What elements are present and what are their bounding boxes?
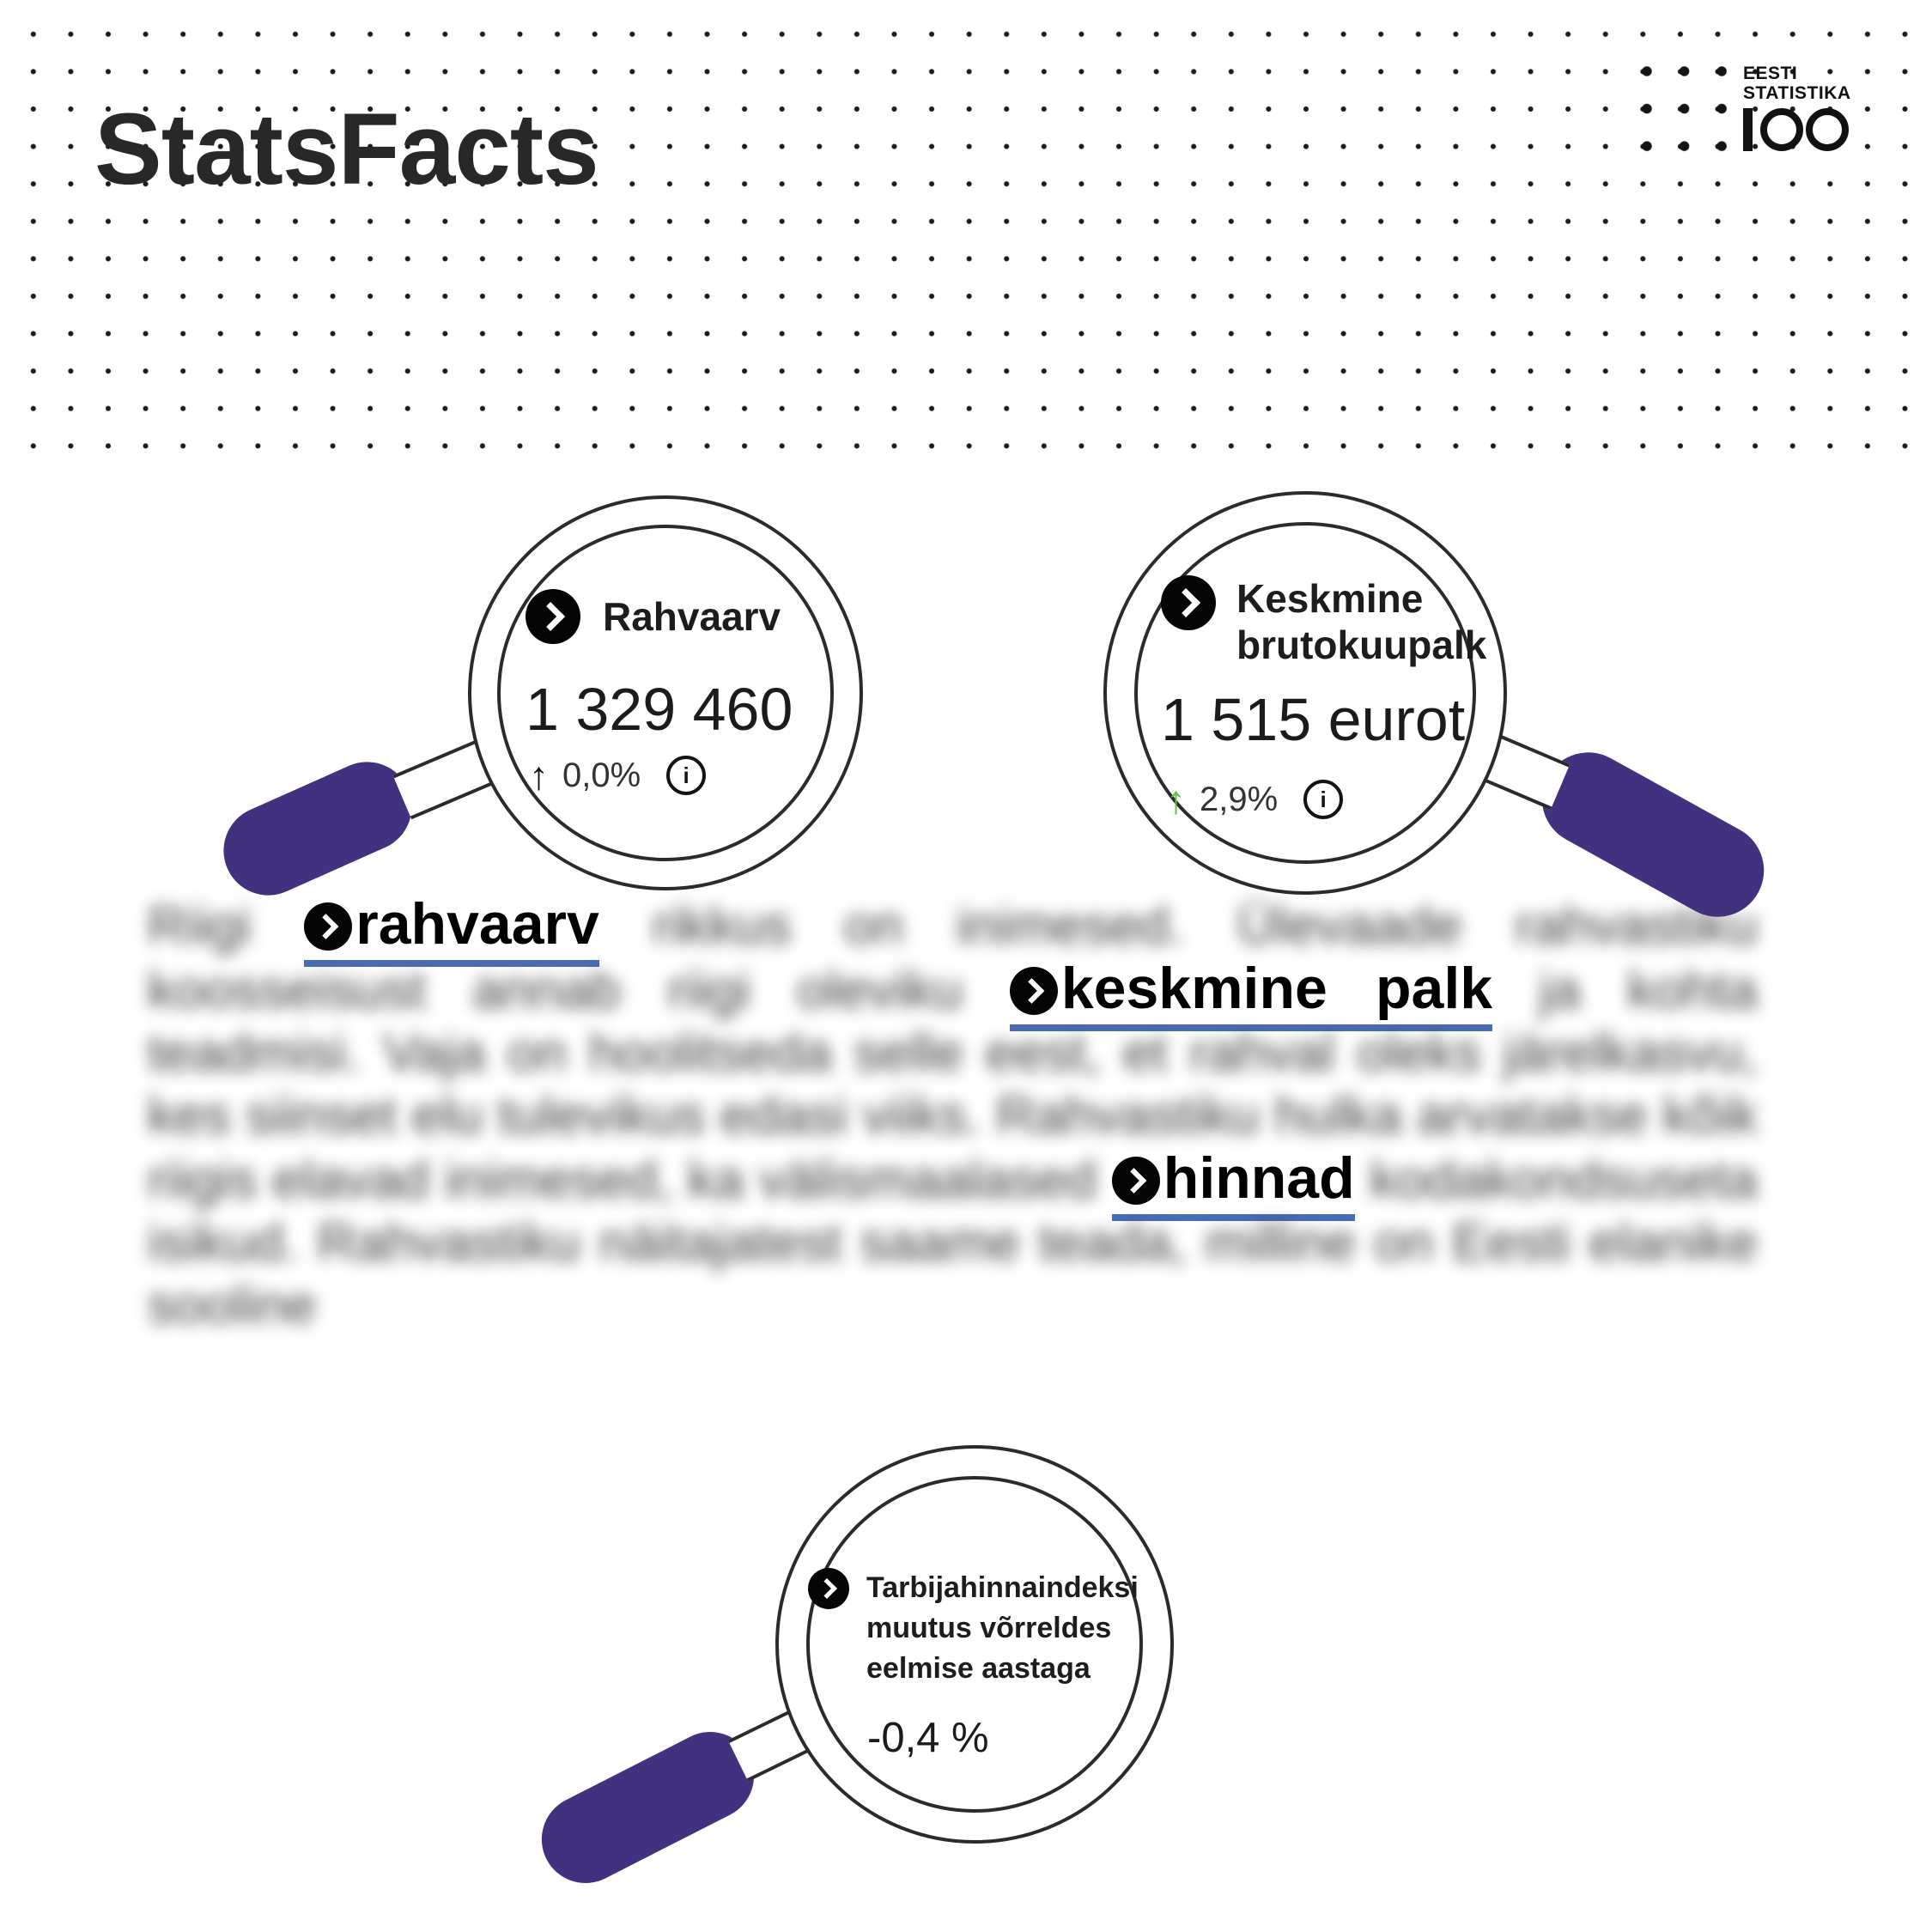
link-label: rahvaarv bbox=[355, 891, 599, 957]
link-keskmine-palk[interactable]: keskmine palk bbox=[1009, 956, 1493, 1031]
logo-word-statistika: STATISTIKA bbox=[1743, 83, 1851, 103]
chevron-right-circle-icon bbox=[1111, 1157, 1160, 1205]
blurred-text: Riigi bbox=[148, 896, 305, 956]
chevron-right-circle-icon bbox=[808, 1568, 849, 1609]
stat-population-delta: ↑ 0,0% i bbox=[529, 753, 707, 798]
up-arrow-icon: ↑ bbox=[529, 753, 549, 798]
link-hinnad[interactable]: hinnad bbox=[1111, 1145, 1355, 1221]
intro-paragraph: Riigi rahvaarv rikkus on inimesed. Üleva… bbox=[148, 891, 1758, 1337]
stat-label: Rahvaarv bbox=[603, 594, 781, 639]
stat-salary-link[interactable]: Keskmine brutokuupalk bbox=[1161, 575, 1494, 668]
link-rahvaarv[interactable]: rahvaarv bbox=[304, 891, 599, 967]
chevron-right-circle-icon bbox=[526, 589, 580, 644]
stat-salary-value: 1 515 eurot bbox=[1161, 686, 1466, 753]
logo-digit-one-bar bbox=[1743, 108, 1753, 151]
logo-accent-dots bbox=[1628, 52, 1743, 167]
stat-label: Keskmine brutokuupalk bbox=[1236, 576, 1487, 667]
chevron-right-circle-icon bbox=[1009, 967, 1058, 1015]
chevron-right-circle-icon bbox=[1161, 575, 1216, 630]
blurred-text: rikkus on inimesed. Ülevaade rahvastiku … bbox=[148, 896, 1758, 1020]
up-arrow-icon: ↑ bbox=[1166, 777, 1186, 822]
logo-wordmark: EESTI STATISTIKA bbox=[1743, 64, 1851, 103]
lens-inner-ring bbox=[806, 1476, 1143, 1813]
dot-grid-background bbox=[0, 0, 1932, 468]
stat-label: Tarbijahinnaindeksi muutus võrreldes eel… bbox=[866, 1571, 1139, 1685]
blurred-text: ja kohta teadmisi. Vaja on hoolitseda se… bbox=[148, 961, 1758, 1210]
link-label: hinnad bbox=[1163, 1145, 1355, 1211]
delta-value: 2,9% bbox=[1200, 780, 1279, 818]
stat-cpi-value: -0,4 % bbox=[867, 1715, 989, 1761]
blurred-text: kodakondsuseta isikud. Rahvastiku näitaj… bbox=[148, 1151, 1758, 1335]
logo-word-eesti: EESTI bbox=[1743, 64, 1798, 83]
stat-population-value: 1 329 460 bbox=[526, 676, 793, 743]
delta-value: 0,0% bbox=[562, 756, 641, 794]
page-title: StatsFacts bbox=[94, 93, 599, 206]
stat-population-link[interactable]: Rahvaarv bbox=[526, 589, 781, 644]
logo-digit-zero-icon bbox=[1760, 108, 1803, 151]
logo-100-mark bbox=[1743, 108, 1851, 151]
stat-cpi-link[interactable]: Tarbijahinnaindeksi muutus võrreldes eel… bbox=[808, 1568, 1139, 1689]
chevron-right-circle-icon bbox=[304, 902, 353, 951]
info-icon[interactable]: i bbox=[666, 756, 707, 795]
link-label: keskmine palk bbox=[1060, 956, 1493, 1021]
logo-digit-zero-icon bbox=[1806, 108, 1849, 151]
info-icon[interactable]: i bbox=[1303, 780, 1344, 819]
lens-inner-ring bbox=[497, 525, 834, 861]
stat-salary-delta: ↑ 2,9% i bbox=[1166, 777, 1344, 822]
eesti-statistika-100-logo: EESTI STATISTIKA bbox=[1743, 64, 1851, 151]
magnifier-handle bbox=[209, 747, 427, 910]
